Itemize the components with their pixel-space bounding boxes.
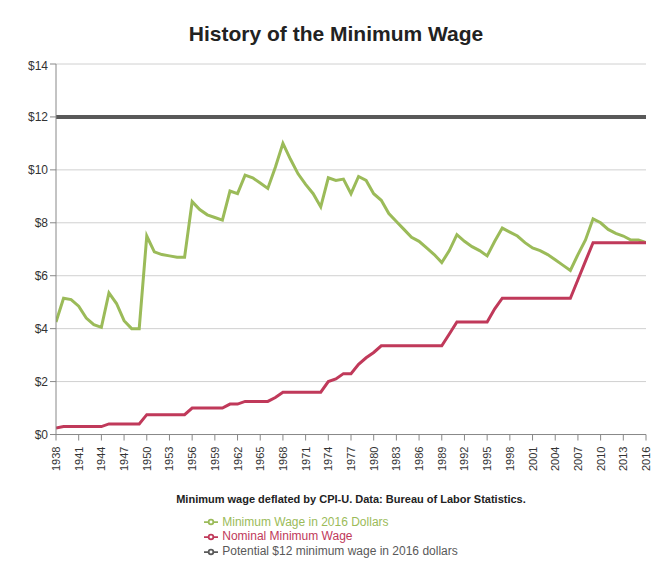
svg-text:1941: 1941 <box>73 447 85 471</box>
svg-text:2007: 2007 <box>572 447 584 471</box>
svg-text:2016: 2016 <box>640 447 652 471</box>
svg-text:$0: $0 <box>35 428 49 442</box>
svg-text:1989: 1989 <box>436 447 448 471</box>
svg-text:1959: 1959 <box>209 447 221 471</box>
svg-text:1971: 1971 <box>300 447 312 471</box>
svg-text:1998: 1998 <box>504 447 516 471</box>
svg-text:1965: 1965 <box>254 447 266 471</box>
svg-text:$8: $8 <box>35 216 49 230</box>
svg-text:1977: 1977 <box>345 447 357 471</box>
svg-text:2013: 2013 <box>617 447 629 471</box>
html-text:Minimum Wage in 2016 Dollars: Minimum Wage in 2016 Dollars <box>222 514 389 529</box>
svg-text:$12: $12 <box>28 110 48 124</box>
svg-text:1962: 1962 <box>232 447 244 471</box>
svg-text:$6: $6 <box>35 269 49 283</box>
html-text:History of the Minimum Wage: History of the Minimum Wage <box>188 22 484 45</box>
svg-text:$4: $4 <box>35 322 49 336</box>
html-text:Potential $12 minimum wage in: Potential $12 minimum wage in 2016 dolla… <box>222 544 458 559</box>
svg-text:1947: 1947 <box>118 447 130 471</box>
html-text:Nominal Minimum Wage: Nominal Minimum Wage <box>222 529 353 544</box>
svg-text:$10: $10 <box>28 163 48 177</box>
svg-text:Minimum wage deflated by CPI-U: Minimum wage deflated by CPI-U. Data: Bu… <box>176 493 526 505</box>
svg-text:1995: 1995 <box>481 447 493 471</box>
svg-text:1992: 1992 <box>458 447 470 471</box>
svg-text:1986: 1986 <box>413 447 425 471</box>
svg-text:1968: 1968 <box>277 447 289 471</box>
svg-text:1950: 1950 <box>141 447 153 471</box>
svg-text:2010: 2010 <box>595 447 607 471</box>
svg-text:1974: 1974 <box>322 447 334 471</box>
svg-text:1944: 1944 <box>95 447 107 471</box>
svg-text:2001: 2001 <box>527 447 539 471</box>
svg-text:1980: 1980 <box>368 447 380 471</box>
svg-text:1956: 1956 <box>186 447 198 471</box>
svg-text:1953: 1953 <box>163 447 175 471</box>
svg-text:2004: 2004 <box>549 447 561 471</box>
svg-text:1938: 1938 <box>50 447 62 471</box>
svg-text:$14: $14 <box>28 59 48 73</box>
svg-text:1983: 1983 <box>390 447 402 471</box>
svg-text:$2: $2 <box>35 375 49 389</box>
